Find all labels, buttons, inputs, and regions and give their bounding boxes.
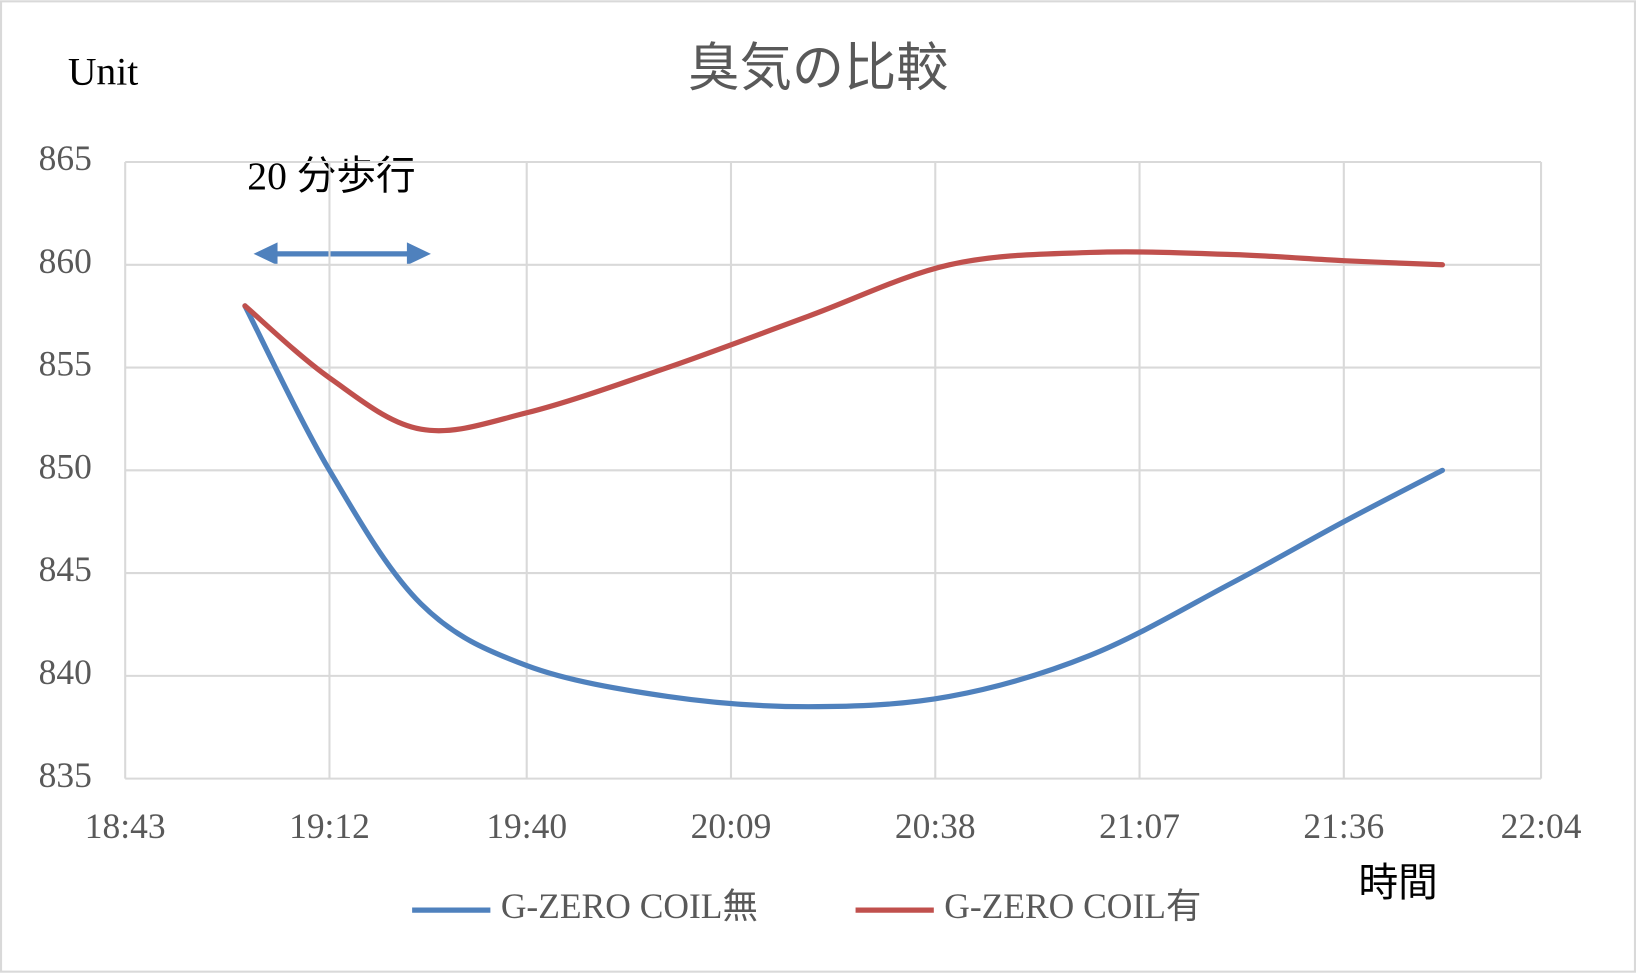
y-tick-label: 865 bbox=[39, 138, 92, 178]
x-tick-label: 20:38 bbox=[895, 806, 976, 846]
y-tick-label: 835 bbox=[39, 755, 92, 795]
legend-label: G-ZERO COIL有 bbox=[944, 886, 1201, 926]
x-tick-label: 19:40 bbox=[486, 806, 567, 846]
chart-title: 臭気の比較 bbox=[688, 40, 949, 97]
y-tick-label: 840 bbox=[39, 652, 92, 692]
x-tick-label: 18:43 bbox=[85, 806, 166, 846]
y-tick-label: 855 bbox=[39, 344, 92, 384]
x-tick-label: 22:04 bbox=[1501, 806, 1582, 846]
y-axis-label: Unit bbox=[68, 50, 138, 94]
x-tick-label: 19:12 bbox=[289, 806, 370, 846]
x-tick-label: 20:09 bbox=[691, 806, 772, 846]
annotation-arrow bbox=[253, 242, 431, 266]
annotation: 20 分歩行 bbox=[247, 154, 415, 198]
legend-label: G-ZERO COIL無 bbox=[501, 886, 758, 926]
series-line bbox=[242, 249, 1446, 434]
x-axis-label: 時間 bbox=[1358, 861, 1437, 905]
x-tick-label: 21:36 bbox=[1303, 806, 1384, 846]
y-tick-label: 845 bbox=[39, 549, 92, 589]
y-tick-label: 850 bbox=[39, 446, 92, 486]
series-line bbox=[242, 303, 1446, 710]
y-tick-label: 860 bbox=[39, 241, 92, 281]
x-tick-label: 21:07 bbox=[1099, 806, 1180, 846]
